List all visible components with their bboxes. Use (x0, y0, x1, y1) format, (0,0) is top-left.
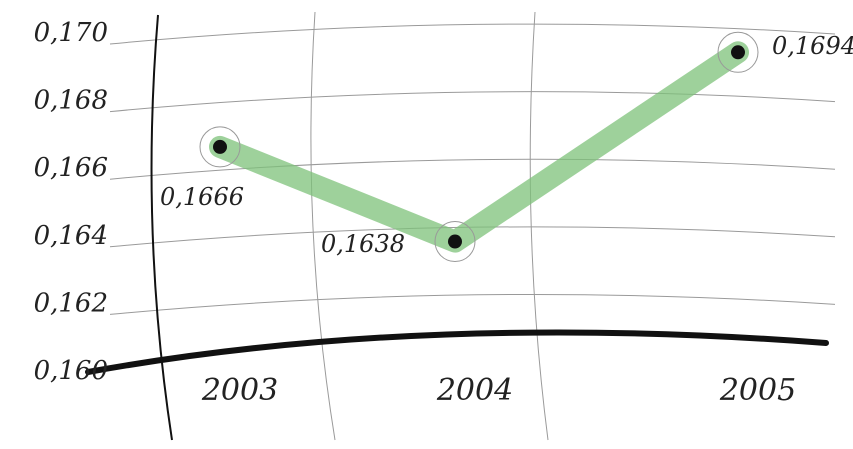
x-category-label: 2005 (719, 373, 796, 408)
x-category-labels: 2003 2004 2005 (201, 373, 796, 408)
series-line (209, 41, 749, 253)
y-axis-line (150, 14, 173, 441)
data-label: 0,1694 (772, 32, 853, 60)
y-tick-label: 0,162 (34, 288, 108, 318)
point-ring (434, 221, 476, 263)
data-labels: 0,1666 0,1638 0,1694 (160, 32, 853, 258)
y-tick-label: 0,166 (34, 153, 108, 183)
h-gridline (109, 91, 836, 113)
point-ring (717, 31, 759, 73)
y-tick-label: 0,160 (34, 356, 108, 386)
h-gridline (109, 23, 836, 45)
data-label: 0,1666 (160, 183, 244, 211)
grid-lines (109, 11, 836, 441)
data-point (448, 234, 462, 249)
point-ring (199, 126, 241, 168)
v-gridline (529, 11, 549, 441)
x-axis-baseline (85, 329, 829, 375)
series-band (209, 41, 749, 253)
data-point (731, 45, 745, 60)
h-gridline (109, 158, 836, 180)
data-points (199, 31, 759, 263)
data-point (213, 139, 227, 154)
h-gridline (109, 293, 836, 315)
v-gridline (310, 11, 336, 441)
y-tick-label: 0,164 (34, 221, 108, 251)
data-label: 0,1638 (321, 230, 405, 258)
x-category-label: 2004 (436, 373, 513, 408)
y-tick-label: 0,170 (34, 18, 108, 48)
y-tick-labels: 0,160 0,162 0,164 0,166 0,168 0,170 (34, 18, 108, 386)
x-category-label: 2003 (201, 373, 278, 408)
y-tick-label: 0,168 (34, 86, 108, 116)
